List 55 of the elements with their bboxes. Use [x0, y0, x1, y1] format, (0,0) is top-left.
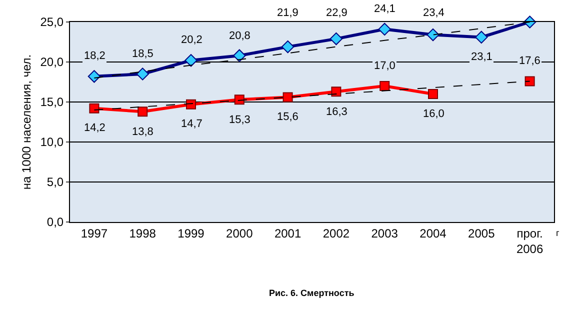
- data-label: 23,4: [423, 7, 444, 19]
- x-tick-label: 2003: [371, 226, 398, 240]
- point: [524, 76, 535, 86]
- data-label: 13,8: [132, 126, 154, 138]
- point: [136, 68, 149, 80]
- text: г: [556, 228, 560, 238]
- x-tick-label: 1997: [80, 226, 108, 240]
- y-tick-label: 5,0: [46, 175, 64, 190]
- data-label: 23,1: [471, 51, 492, 63]
- point: [89, 103, 100, 114]
- data-label: 22,9: [326, 7, 348, 19]
- point: [426, 28, 440, 42]
- x-tick-label: 2002: [322, 226, 350, 240]
- y-tick-label: 0,0: [46, 215, 64, 230]
- data-label: 24,1: [374, 3, 396, 15]
- point: [330, 32, 343, 46]
- data-label: 14,7: [181, 118, 202, 130]
- y-tick-label: 15,0: [40, 95, 64, 110]
- point: [88, 70, 101, 83]
- data-label: 15,6: [277, 111, 298, 123]
- point: [281, 40, 294, 54]
- point: [428, 89, 438, 99]
- x-tick-label: 2004: [420, 226, 447, 240]
- x-tick-label: 1998: [129, 226, 156, 240]
- data-label: 17,6: [519, 55, 540, 67]
- data-label: 18,2: [84, 50, 106, 62]
- y-tick-label: 20,0: [40, 55, 64, 70]
- point: [234, 94, 244, 105]
- point: [186, 99, 196, 110]
- point: [138, 106, 148, 117]
- point: [475, 30, 488, 44]
- x-tick-label: 2000: [226, 226, 254, 240]
- y-tick-label: 10,0: [40, 135, 64, 150]
- data-label: 20,2: [181, 34, 202, 46]
- data-label: 17,0: [374, 60, 396, 72]
- data-label: 15,3: [229, 114, 250, 126]
- text: Рис. 6. Смертность: [269, 288, 355, 298]
- data-label: 20,8: [229, 30, 250, 42]
- y-tick-label: 25,0: [40, 15, 64, 30]
- point: [184, 54, 198, 67]
- x-tick-label: прог. 2006: [516, 226, 544, 256]
- point: [233, 49, 246, 62]
- data-label: 18,5: [132, 48, 154, 60]
- data-label: 14,2: [84, 122, 106, 134]
- data-label: 16,3: [326, 106, 348, 118]
- y-axis-title: на 1000 населения, чел.: [20, 54, 34, 190]
- data-label: 16,0: [423, 108, 444, 120]
- point: [378, 22, 391, 36]
- point: [331, 86, 342, 97]
- x-tick-label: 1999: [178, 226, 205, 240]
- x-tick-label: 2005: [468, 226, 496, 240]
- point: [380, 81, 390, 91]
- data-label: 21,9: [277, 7, 298, 19]
- x-tick-label: 2001: [274, 226, 302, 240]
- point: [282, 92, 293, 102]
